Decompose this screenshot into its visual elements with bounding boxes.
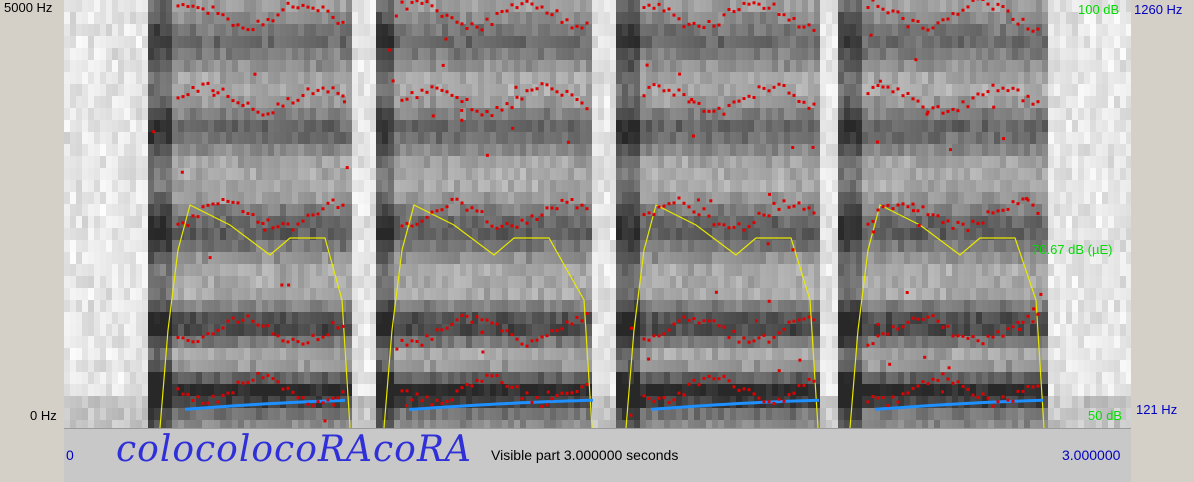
pitch-max-label: 1260 Hz <box>1134 2 1183 17</box>
intensity-mid-label: 70.67 dB (µE) <box>1032 242 1113 257</box>
frequency-max-label: 5000 Hz <box>4 0 53 15</box>
pitch-min-label: 121 Hz <box>1136 402 1178 417</box>
intensity-contour <box>159 204 1045 428</box>
formant-points <box>152 0 1043 423</box>
time-bar[interactable]: 0 colocolocoRAcoRA Visible part 3.000000… <box>64 428 1131 482</box>
spectrogram-texture <box>64 0 1131 428</box>
transcript-text: colocolocoRAcoRA <box>116 429 472 470</box>
visible-part-label: Visible part 3.000000 seconds <box>491 447 679 463</box>
intensity-max-label: 100 dB <box>1078 2 1120 17</box>
frequency-min-label: 0 Hz <box>30 408 57 423</box>
spectrogram[interactable] <box>64 0 1131 428</box>
pitch-axis: 1260 Hz 121 Hz <box>1131 0 1194 430</box>
time-end-label: 3.000000 <box>1062 447 1121 463</box>
intensity-min-label: 50 dB <box>1088 408 1122 423</box>
pitch-contour <box>184 398 1044 411</box>
spectrogram-panel[interactable]: 100 dB 70.67 dB (µE) 50 dB <box>64 0 1131 428</box>
time-start-label: 0 <box>66 447 74 463</box>
frequency-axis: 5000 Hz 0 Hz <box>0 0 64 430</box>
